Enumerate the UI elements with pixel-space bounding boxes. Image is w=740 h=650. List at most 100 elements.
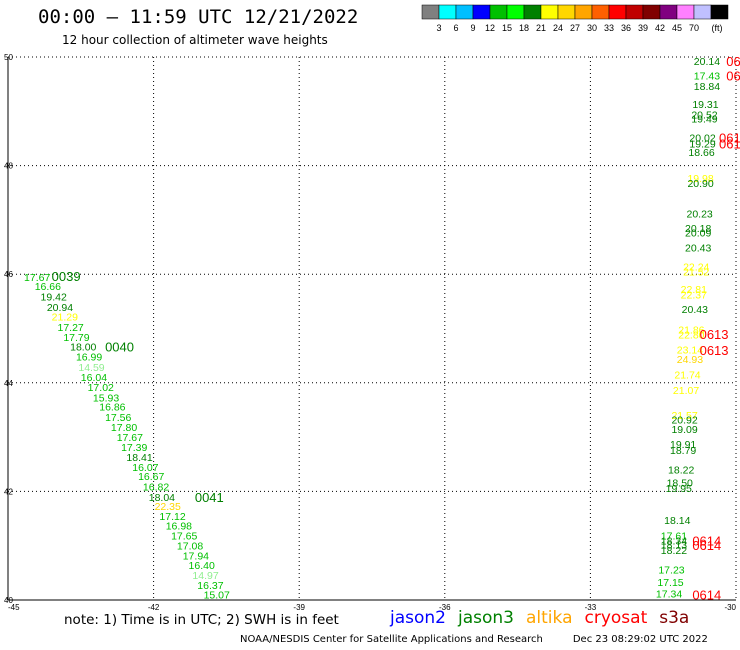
sat-legend-cryosat: cryosat [584, 608, 648, 628]
wave-height-value: 17.79 [63, 332, 89, 344]
color-scale-label: 42 [655, 23, 665, 33]
wave-height-value: 18.04 [149, 492, 175, 504]
color-scale-label: 39 [638, 23, 648, 33]
wave-height-value: 16.07 [132, 462, 158, 474]
color-swatch [676, 4, 695, 20]
wave-height-value: 17.15 [657, 577, 683, 589]
wave-height-value: 22.37 [681, 289, 707, 301]
pass-time-label: 061 [719, 130, 740, 145]
color-swatch [659, 4, 678, 20]
wave-height-value: 20.90 [687, 178, 713, 190]
footer-note: note: 1) Time is in UTC; 2) SWH is in fe… [64, 612, 339, 628]
y-tick-label: 48 [4, 162, 13, 171]
color-scale-label: 36 [621, 23, 631, 33]
wave-height-value: 17.23 [658, 565, 684, 577]
wave-height-value: 24.93 [677, 354, 703, 366]
color-swatch [608, 4, 627, 20]
y-tick-label: 46 [4, 270, 13, 279]
pass-time-label: 0039 [52, 269, 81, 284]
wave-height-value: 22.35 [155, 501, 181, 513]
pass-time-label: 0614 [692, 588, 721, 603]
pass-time-label: 0613 [700, 327, 729, 342]
footer-credit: NOAA/NESDIS Center for Satellite Applica… [240, 634, 708, 645]
wave-height-value: 16.82 [143, 482, 169, 494]
wave-height-value: 17.39 [121, 442, 147, 454]
color-scale-label: 27 [570, 23, 580, 33]
wave-height-value: 20.02 [689, 132, 715, 144]
wave-height-value: 17.08 [177, 541, 203, 553]
time-labels: 0039004000410606061061061306130614061406… [52, 54, 740, 603]
wave-height-value: 18.13 [661, 540, 687, 552]
color-swatch [472, 4, 491, 20]
wave-height-value: 16.67 [138, 471, 164, 483]
wave-height-value: 19.91 [670, 439, 696, 451]
sat-legend-jason2: jason2 [390, 608, 446, 628]
color-scale-label: 3 [436, 23, 441, 33]
pass-time-label: 0041 [195, 490, 224, 505]
wave-height-value: 18.84 [694, 81, 720, 93]
color-scale-label: 6 [453, 23, 458, 33]
wave-height-value: 14.59 [78, 362, 104, 374]
color-scale-label: 45 [672, 23, 682, 33]
wave-height-value: 20.14 [694, 56, 720, 68]
color-swatch [438, 4, 457, 20]
wave-height-value: 17.34 [656, 588, 682, 600]
wave-height-value: 19.98 [687, 173, 713, 185]
wave-height-value: 21.57 [671, 410, 697, 422]
wave-height-value: 19.31 [692, 99, 718, 111]
color-swatch [421, 4, 440, 20]
wave-height-value: 15.93 [93, 392, 119, 404]
color-swatch [625, 4, 644, 20]
wave-height-value: 20.92 [671, 415, 697, 427]
wave-height-value: 19.49 [691, 113, 717, 125]
wave-height-value: 17.94 [183, 550, 209, 562]
satellite-legend: jason2 jason3 altika cryosat s3a [390, 608, 701, 628]
color-scale-label: 18 [519, 23, 529, 33]
wave-height-value: 23.14 [677, 345, 703, 357]
color-swatch [523, 4, 542, 20]
sat-legend-jason3: jason3 [458, 608, 514, 628]
wave-height-value: 18.22 [668, 465, 694, 477]
color-swatch [693, 4, 712, 20]
color-scale-label: 33 [604, 23, 614, 33]
pass-time-label: 061 [719, 136, 740, 151]
wave-height-value: 17.56 [105, 412, 131, 424]
wave-height-value: 17.61 [661, 530, 687, 542]
credit-org: NOAA/NESDIS Center for Satellite Applica… [240, 634, 543, 645]
wave-height-value: 18.00 [70, 341, 96, 353]
wave-height-value: 18.50 [667, 478, 693, 490]
wave-height-value: 16.99 [76, 352, 102, 364]
wave-height-value: 20.18 [685, 223, 711, 235]
chart-grid [7, 56, 737, 601]
color-swatch [557, 4, 576, 20]
wave-height-value: 22.80 [678, 329, 704, 341]
wave-height-value: 21.86 [678, 325, 704, 337]
wave-height-value: 19.95 [666, 483, 692, 495]
wave-height-value: 17.80 [111, 422, 137, 434]
wave-height-value: 14.97 [192, 570, 218, 582]
wave-height-value: 17.67 [117, 432, 143, 444]
wave-height-value: 20.09 [685, 227, 711, 239]
credit-timestamp: Dec 23 08:29:02 UTC 2022 [572, 634, 708, 645]
data-points: 17.6716.6619.4220.9421.2917.2717.7918.00… [24, 56, 720, 602]
color-swatch [574, 4, 593, 20]
color-swatch [540, 4, 559, 20]
wave-height-value: 15.07 [204, 590, 230, 602]
x-tick-label: -33 [585, 603, 597, 612]
wave-height-value: 21.29 [52, 312, 78, 324]
wave-height-value: 18.66 [688, 147, 714, 159]
y-tick-label: 50 [4, 53, 13, 62]
wave-height-value: 17.67 [24, 272, 50, 284]
pass-time-label: 06 [726, 68, 740, 83]
wave-height-value: 20.52 [691, 110, 717, 122]
y-tick-label: 42 [4, 487, 13, 496]
color-swatch [489, 4, 508, 20]
sat-legend-s3a: s3a [659, 608, 690, 628]
color-swatch [455, 4, 474, 20]
color-scale-unit: (ft) [712, 23, 723, 33]
color-scale-legend: 3 6 9 12 15 18 21 24 27 30 33 36 39 42 45 70 (ft) [421, 4, 729, 33]
wave-height-value: 21.74 [674, 370, 700, 382]
color-scale-label: 12 [485, 23, 495, 33]
color-scale-label: 24 [553, 23, 563, 33]
